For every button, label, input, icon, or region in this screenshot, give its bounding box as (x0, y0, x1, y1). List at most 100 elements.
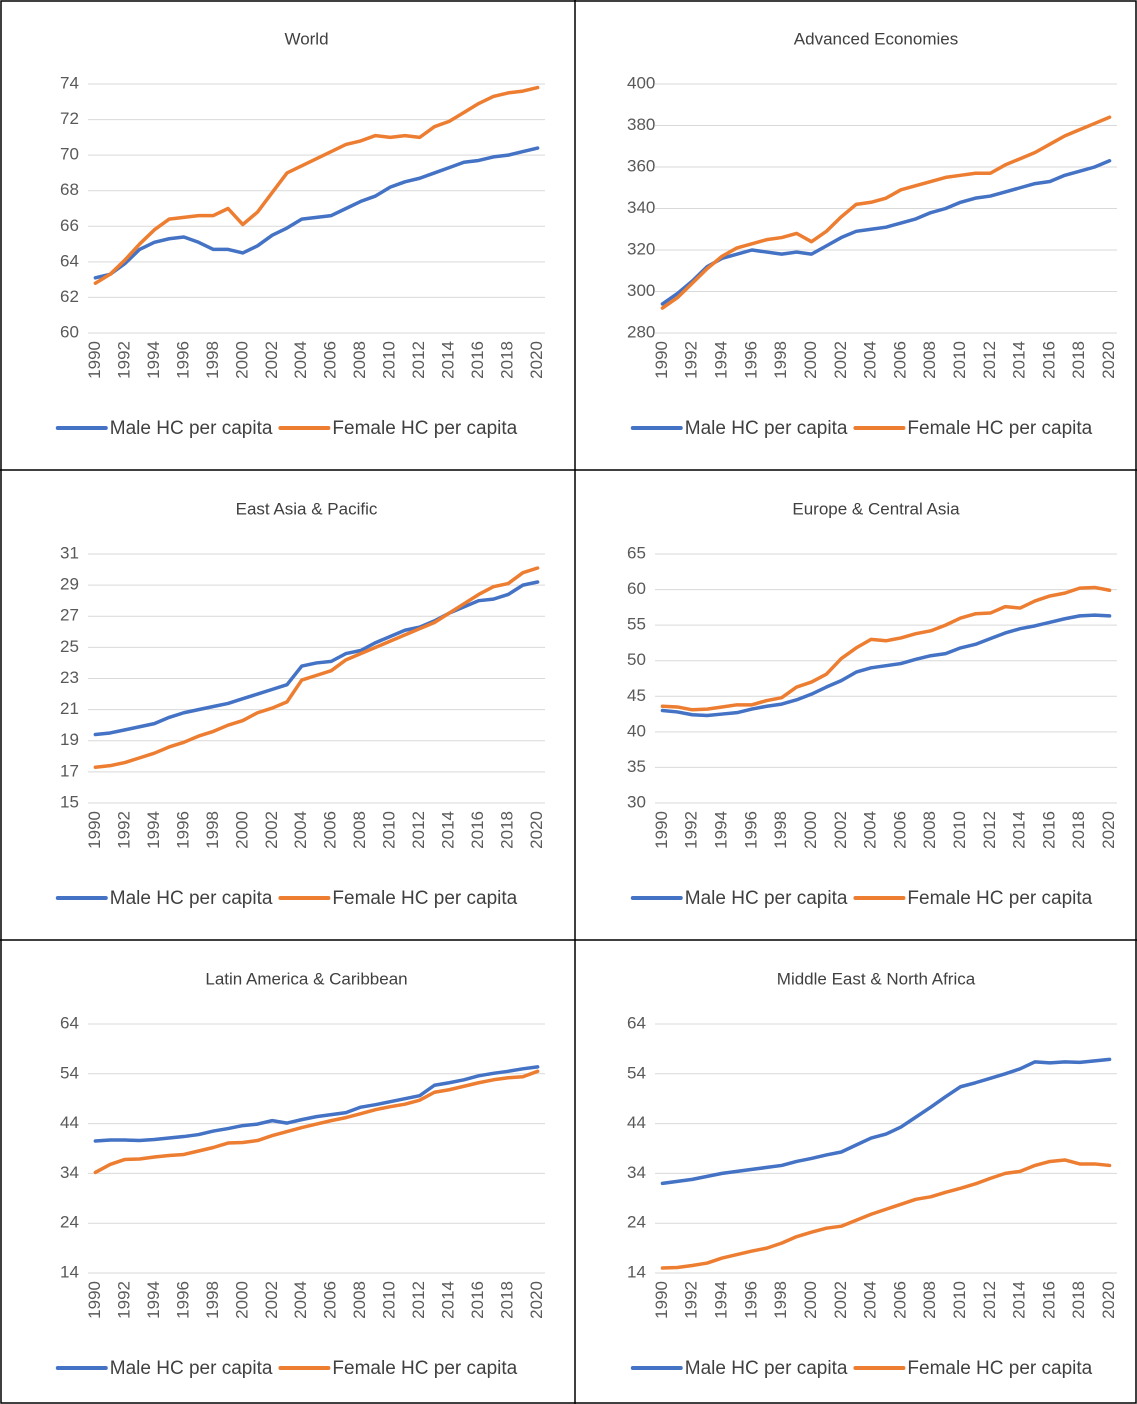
x-tick-label: 2000 (801, 811, 820, 849)
x-tick-label: 2018 (498, 1281, 517, 1319)
chart: East Asia & Pacific 15 17 19 21 23 25 27 29 31 199… (55, 499, 546, 909)
y-tick-label: 66 (60, 216, 79, 235)
x-tick-label: 2014 (439, 1281, 458, 1319)
y-tick-label: 21 (60, 699, 79, 718)
x-tick-label: 2004 (291, 341, 310, 379)
x-tick-label: 2010 (950, 1281, 969, 1319)
x-tick-label: 2014 (1010, 1281, 1029, 1319)
x-tick-label: 2014 (439, 341, 458, 379)
x-tick-label: 2010 (950, 811, 969, 849)
x-tick-label: 2006 (321, 811, 340, 849)
x-tick-label: 1992 (682, 341, 701, 379)
y-tick-label: 24 (60, 1213, 79, 1232)
y-tick-label: 25 (60, 637, 79, 656)
x-tick-label: 2000 (232, 811, 251, 849)
x-tick-label: 2012 (409, 811, 428, 849)
x-tick-label: 2016 (468, 341, 487, 379)
y-tick-label: 360 (627, 156, 655, 175)
x-tick-label: 1994 (144, 341, 163, 379)
x-tick-label: 2004 (291, 811, 310, 849)
x-tick-label: 1998 (203, 341, 222, 379)
x-tick-label: 2010 (380, 811, 399, 849)
x-tick-label: 2012 (980, 1281, 999, 1319)
x-tick-label: 2006 (321, 1281, 340, 1319)
y-tick-label: 19 (60, 730, 79, 749)
x-tick-label: 1994 (712, 341, 731, 379)
x-tick-label: 2014 (1010, 341, 1029, 379)
y-tick-label: 74 (60, 73, 79, 92)
y-tick-label: 14 (627, 1262, 646, 1281)
y-tick-label: 62 (60, 287, 79, 306)
chart: World 60 62 64 66 68 70 72 74 1990 1992 1994 1996 199… (55, 29, 546, 439)
y-tick-label: 44 (627, 1113, 646, 1132)
y-tick-label: 27 (60, 606, 79, 625)
chart-title: World (284, 29, 328, 48)
y-tick-label: 64 (627, 1013, 646, 1032)
x-tick-label: 1994 (144, 811, 163, 849)
x-tick-label: 1998 (771, 811, 790, 849)
y-tick-label: 380 (627, 115, 655, 134)
data-line (93, 580, 540, 737)
x-tick-label: 2016 (468, 811, 487, 849)
legend-label: Female HC per capita (332, 888, 517, 909)
data-line (93, 85, 540, 285)
y-tick-label: 23 (60, 668, 79, 687)
x-tick-label: 1992 (682, 811, 701, 849)
legend: Male HC per capita Female HC per capita (630, 888, 1093, 909)
x-tick-label: 2006 (890, 811, 909, 849)
x-tick-label: 1994 (712, 811, 731, 849)
x-tick-label: 1990 (85, 1281, 104, 1319)
x-tick-label: 1998 (771, 1281, 790, 1319)
x-tick-label: 2008 (350, 811, 369, 849)
y-tick-label: 29 (60, 575, 79, 594)
x-tick-label: 2020 (527, 811, 546, 849)
x-tick-label: 1996 (741, 811, 760, 849)
x-tick-label: 2018 (498, 341, 517, 379)
y-tick-label: 68 (60, 180, 79, 199)
y-tick-label: 30 (627, 792, 646, 811)
data-line (660, 115, 1112, 310)
legend-label: Male HC per capita (110, 1358, 273, 1379)
y-tick-label: 60 (627, 579, 646, 598)
x-tick-label: 2020 (1099, 811, 1118, 849)
x-tick-label: 2020 (1099, 341, 1118, 379)
data-line (93, 146, 540, 280)
y-tick-label: 300 (627, 281, 655, 300)
x-tick-label: 1998 (203, 1281, 222, 1319)
legend: Male HC per capita Female HC per capita (55, 888, 518, 909)
x-tick-label: 2002 (831, 341, 850, 379)
x-tick-label: 2000 (232, 1281, 251, 1319)
legend-label: Female HC per capita (907, 1358, 1092, 1379)
y-tick-label: 40 (627, 721, 646, 740)
y-tick-label: 54 (60, 1063, 79, 1082)
legend: Male HC per capita Female HC per capita (55, 418, 518, 439)
x-tick-label: 1990 (652, 811, 671, 849)
x-tick-label: 2002 (831, 811, 850, 849)
x-tick-label: 2012 (409, 1281, 428, 1319)
y-tick-label: 45 (627, 686, 646, 705)
y-tick-label: 55 (627, 615, 646, 634)
y-tick-label: 17 (60, 761, 79, 780)
x-tick-label: 2018 (1069, 1281, 1088, 1319)
data-line (660, 613, 1112, 718)
y-tick-label: 34 (627, 1163, 646, 1182)
legend-label: Female HC per capita (907, 418, 1092, 439)
x-tick-label: 2010 (380, 341, 399, 379)
x-tick-label: 2014 (439, 811, 458, 849)
y-tick-label: 50 (627, 650, 646, 669)
x-tick-label: 2000 (232, 341, 251, 379)
x-tick-label: 2020 (527, 1281, 546, 1319)
x-tick-label: 2004 (861, 811, 880, 849)
x-tick-label: 1998 (203, 811, 222, 849)
x-tick-label: 2004 (861, 1281, 880, 1319)
x-tick-label: 2018 (1069, 811, 1088, 849)
chart-title: Latin America & Caribbean (205, 969, 407, 988)
y-tick-label: 64 (60, 1013, 79, 1032)
x-tick-label: 2012 (980, 341, 999, 379)
x-tick-label: 2004 (291, 1281, 310, 1319)
x-tick-label: 2012 (980, 811, 999, 849)
data-line (660, 1057, 1112, 1186)
y-tick-label: 400 (627, 73, 655, 92)
